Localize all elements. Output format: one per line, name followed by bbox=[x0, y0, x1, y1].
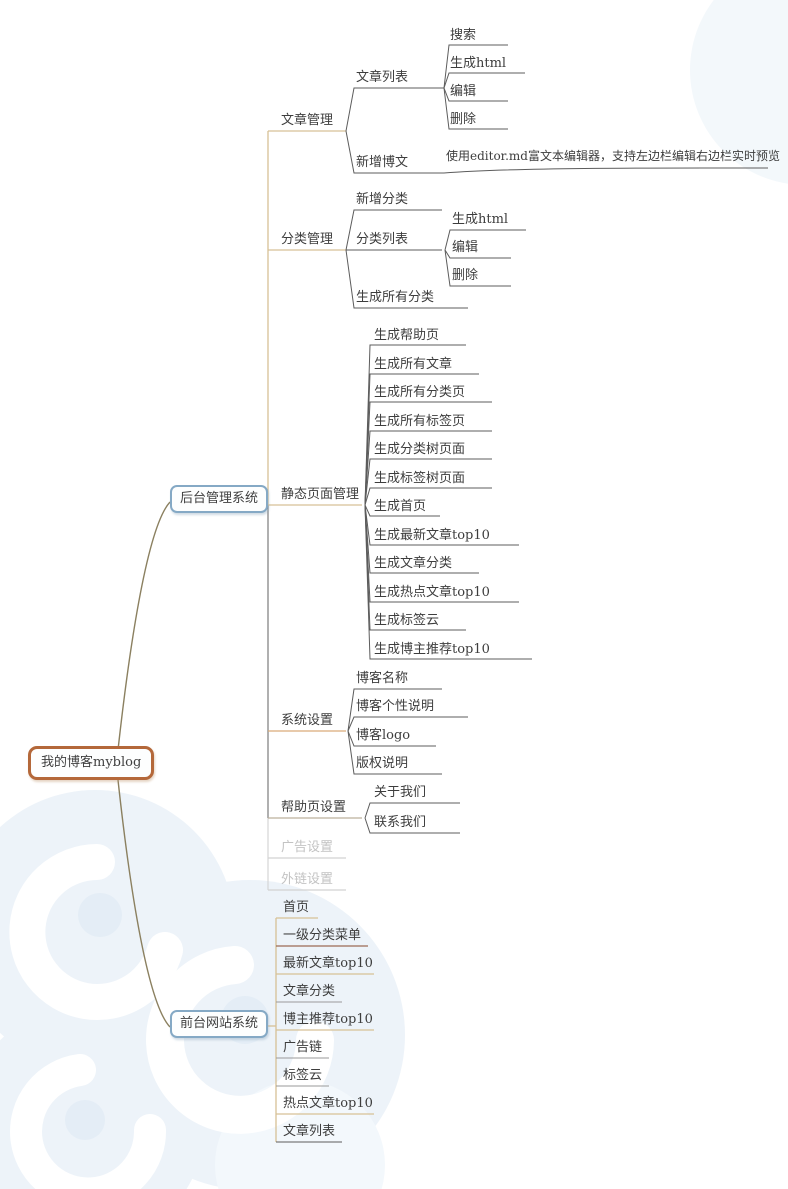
topic-category-list[interactable]: 分类列表 bbox=[356, 232, 409, 247]
topic-front-latest-top10[interactable]: 最新文章top10 bbox=[283, 956, 373, 971]
topic-edit[interactable]: 编辑 bbox=[450, 84, 477, 99]
topic-delete[interactable]: 删除 bbox=[450, 112, 477, 127]
topic-front-article-categories[interactable]: 文章分类 bbox=[283, 984, 336, 999]
backend-system-node[interactable]: 后台管理系统 bbox=[170, 485, 269, 513]
topic-front-category-menu[interactable]: 一级分类菜单 bbox=[283, 928, 362, 943]
topic-new-category[interactable]: 新增分类 bbox=[356, 192, 409, 207]
topic-front-recommend-top10[interactable]: 博主推荐top10 bbox=[283, 1012, 373, 1027]
topic-search[interactable]: 搜索 bbox=[450, 28, 477, 43]
topic-article-management[interactable]: 文章管理 bbox=[281, 113, 334, 128]
topic-generate-home-page[interactable]: 生成首页 bbox=[374, 499, 427, 514]
topic-generate-all-tag-pages[interactable]: 生成所有标签页 bbox=[374, 414, 466, 429]
topic-generate-category-tree-page[interactable]: 生成分类树页面 bbox=[374, 442, 466, 457]
topic-generate-html[interactable]: 生成html bbox=[450, 56, 507, 71]
topic-generate-all-categories[interactable]: 生成所有分类 bbox=[356, 290, 435, 305]
topic-generate-latest-top10[interactable]: 生成最新文章top10 bbox=[374, 528, 490, 543]
watermark-corner bbox=[690, 0, 788, 184]
topic-generate-tag-tree-page[interactable]: 生成标签树页面 bbox=[374, 471, 466, 486]
topic-generate-recommend-top10[interactable]: 生成博主推荐top10 bbox=[374, 642, 490, 657]
topic-generate-all-category-pages[interactable]: 生成所有分类页 bbox=[374, 385, 466, 400]
watermark-flower-icon bbox=[0, 790, 405, 1189]
topic-front-home[interactable]: 首页 bbox=[283, 900, 310, 915]
topic-contact-us[interactable]: 联系我们 bbox=[374, 815, 427, 830]
topic-about-us[interactable]: 关于我们 bbox=[374, 785, 427, 800]
topic-copyright[interactable]: 版权说明 bbox=[356, 756, 409, 771]
root-branch-curves bbox=[117, 501, 171, 1028]
frontend-system-node[interactable]: 前台网站系统 bbox=[170, 1010, 269, 1038]
topic-editor-note[interactable]: 使用editor.md富文本编辑器，支持左边栏编辑右边栏实时预览 bbox=[446, 149, 780, 163]
topic-front-hot-top10[interactable]: 热点文章top10 bbox=[283, 1096, 373, 1111]
topic-ad-settings[interactable]: 广告设置 bbox=[281, 840, 334, 855]
topic-cat-edit[interactable]: 编辑 bbox=[452, 240, 479, 255]
topic-new-post[interactable]: 新增博文 bbox=[356, 155, 409, 170]
topic-generate-all-articles[interactable]: 生成所有文章 bbox=[374, 357, 453, 372]
topic-external-link-settings[interactable]: 外链设置 bbox=[281, 872, 334, 887]
topic-generate-article-categories[interactable]: 生成文章分类 bbox=[374, 556, 453, 571]
topic-blog-logo[interactable]: 博客logo bbox=[356, 728, 411, 743]
topic-cat-delete[interactable]: 删除 bbox=[452, 268, 479, 283]
topic-help-page-settings[interactable]: 帮助页设置 bbox=[281, 800, 347, 815]
topic-front-article-list[interactable]: 文章列表 bbox=[283, 1124, 336, 1139]
topic-blog-description[interactable]: 博客个性说明 bbox=[356, 699, 435, 714]
root-topic[interactable]: 我的博客myblog bbox=[28, 746, 155, 780]
topic-front-ad-chain[interactable]: 广告链 bbox=[283, 1040, 323, 1055]
topic-static-page-management[interactable]: 静态页面管理 bbox=[281, 487, 360, 502]
topic-category-management[interactable]: 分类管理 bbox=[281, 232, 334, 247]
topic-front-tag-cloud[interactable]: 标签云 bbox=[283, 1068, 323, 1083]
topic-article-list[interactable]: 文章列表 bbox=[356, 70, 409, 85]
topic-cat-generate-html[interactable]: 生成html bbox=[452, 212, 509, 227]
topic-system-settings[interactable]: 系统设置 bbox=[281, 713, 334, 728]
topic-generate-help-page[interactable]: 生成帮助页 bbox=[374, 328, 440, 343]
topic-blog-name[interactable]: 博客名称 bbox=[356, 671, 409, 686]
topic-generate-hot-top10[interactable]: 生成热点文章top10 bbox=[374, 585, 490, 600]
topic-generate-tag-cloud[interactable]: 生成标签云 bbox=[374, 613, 440, 628]
